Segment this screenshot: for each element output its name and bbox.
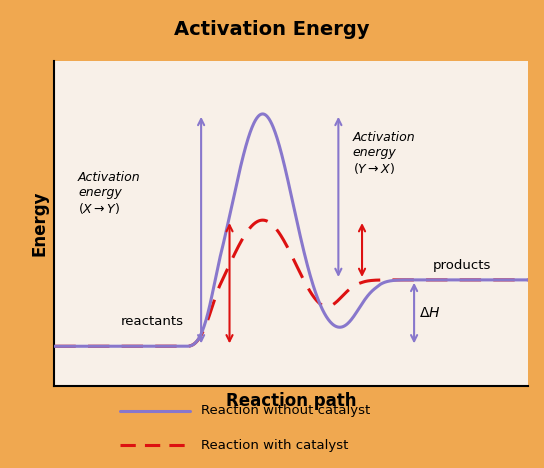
Text: reactants: reactants bbox=[121, 315, 184, 328]
Text: Activation
energy
$(Y\rightarrow X)$: Activation energy $(Y\rightarrow X)$ bbox=[353, 131, 415, 176]
Text: products: products bbox=[433, 259, 491, 271]
Text: Reaction with catalyst: Reaction with catalyst bbox=[201, 439, 349, 452]
Y-axis label: Energy: Energy bbox=[31, 191, 49, 256]
Text: Activation
energy
$(X\rightarrow Y)$: Activation energy $(X\rightarrow Y)$ bbox=[78, 171, 141, 216]
X-axis label: Reaction path: Reaction path bbox=[226, 392, 356, 410]
Text: $\Delta H$: $\Delta H$ bbox=[419, 306, 441, 320]
Text: Activation Energy: Activation Energy bbox=[174, 20, 370, 39]
Text: Reaction without catalyst: Reaction without catalyst bbox=[201, 404, 370, 417]
